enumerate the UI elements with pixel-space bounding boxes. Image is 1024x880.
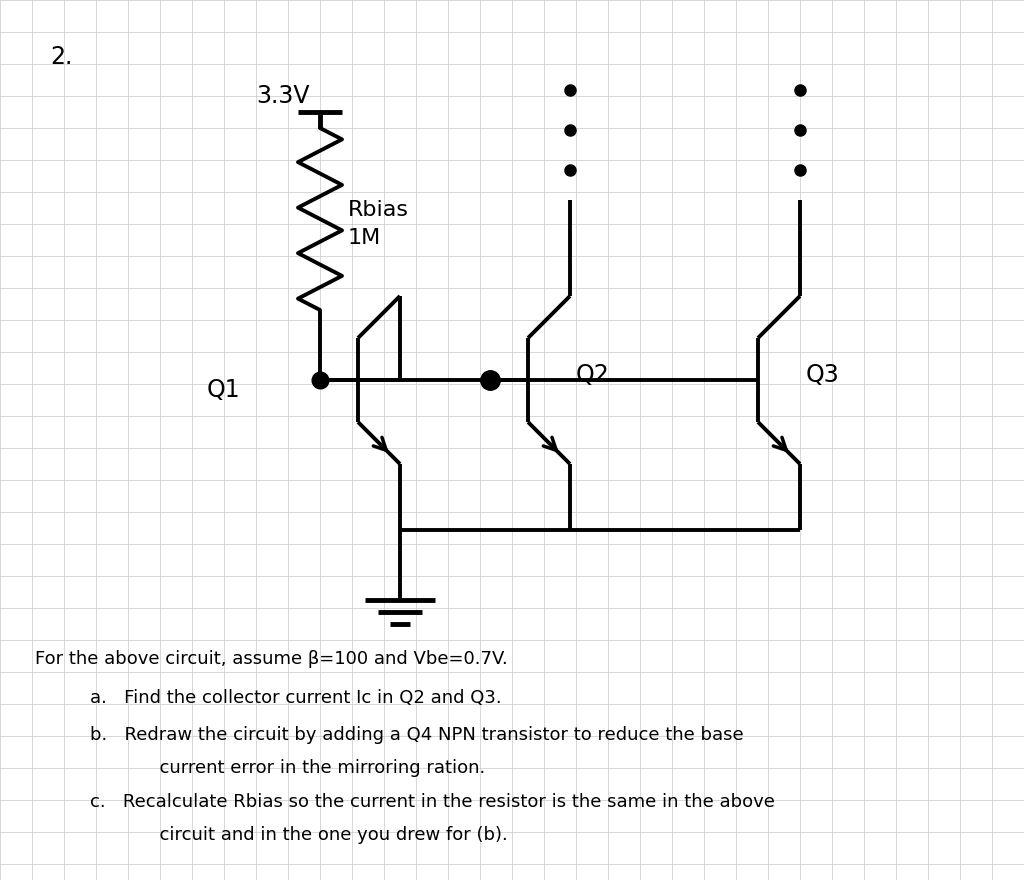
Text: b.   Redraw the circuit by adding a Q4 NPN transistor to reduce the base: b. Redraw the circuit by adding a Q4 NPN…: [90, 726, 743, 744]
Text: For the above circuit, assume β=100 and Vbe=0.7V.: For the above circuit, assume β=100 and …: [35, 650, 508, 668]
Text: a.   Find the collector current Ic in Q2 and Q3.: a. Find the collector current Ic in Q2 a…: [90, 689, 502, 708]
Text: Rbias: Rbias: [348, 200, 409, 220]
Text: Q2: Q2: [575, 363, 609, 387]
Text: 1M: 1M: [348, 228, 381, 248]
Text: circuit and in the one you drew for (b).: circuit and in the one you drew for (b).: [125, 826, 508, 845]
Text: current error in the mirroring ration.: current error in the mirroring ration.: [125, 759, 485, 777]
Text: Q3: Q3: [806, 363, 840, 387]
Text: 3.3V: 3.3V: [256, 84, 310, 108]
Text: 2.: 2.: [50, 45, 73, 69]
Text: c.   Recalculate Rbias so the current in the resistor is the same in the above: c. Recalculate Rbias so the current in t…: [90, 793, 775, 810]
Text: Q1: Q1: [207, 378, 240, 402]
